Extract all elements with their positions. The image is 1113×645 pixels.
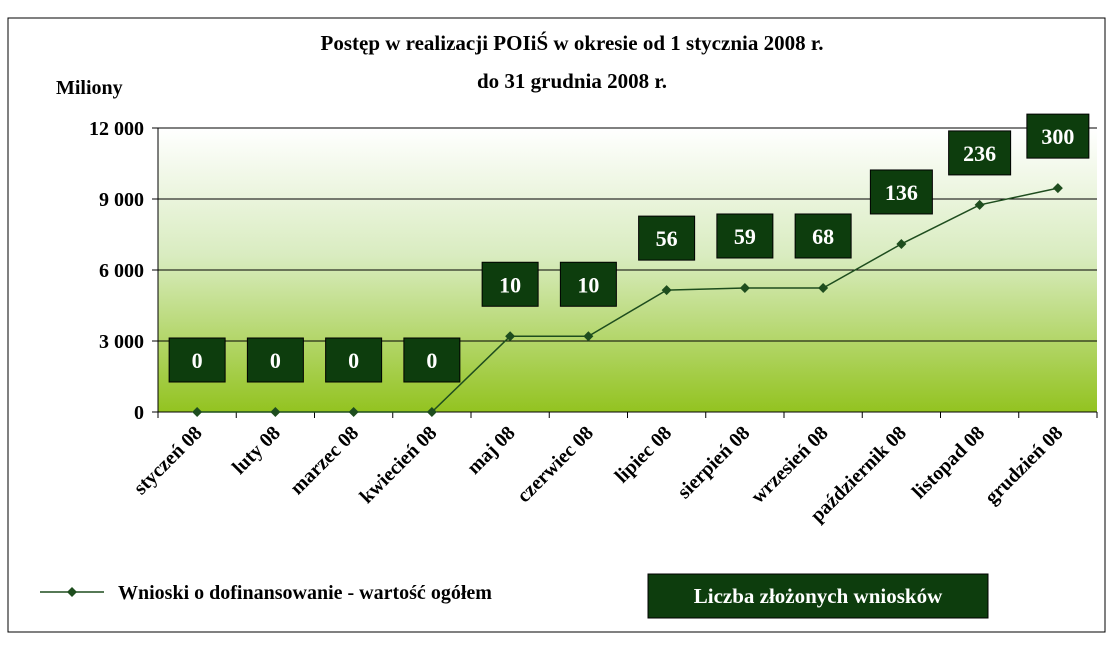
count-label: 59 <box>734 224 756 249</box>
line-marker <box>583 331 594 342</box>
line-marker <box>426 407 437 417</box>
count-box-bg <box>403 337 461 383</box>
count-label: 0 <box>348 348 359 373</box>
line-marker <box>739 282 750 293</box>
count-box-bg <box>794 213 852 259</box>
count-box-bg <box>948 130 1012 176</box>
count-box: 10 <box>559 261 617 307</box>
count-label: 56 <box>656 226 678 251</box>
count-label: 0 <box>426 348 437 373</box>
y-tick-label: 12 000 <box>89 118 144 140</box>
count-box-bg <box>638 215 696 261</box>
legend-label: Wnioski o dofinansowanie - wartość ogółe… <box>118 582 492 604</box>
count-box: 0 <box>325 337 383 383</box>
count-label: 300 <box>1041 124 1074 149</box>
count-box: 68 <box>794 213 852 259</box>
count-box: 136 <box>869 169 933 215</box>
count-label: 68 <box>812 224 834 249</box>
line-marker <box>505 331 516 342</box>
count-label: 136 <box>885 180 918 205</box>
count-box-bg <box>325 337 383 383</box>
line-marker <box>896 238 907 249</box>
line-marker <box>818 282 829 293</box>
count-box: 236 <box>948 130 1012 176</box>
line-marker <box>192 407 203 417</box>
y-tick-label: 3 000 <box>99 331 144 353</box>
y-axis-label: Miliony <box>56 77 123 99</box>
line-marker <box>661 285 672 296</box>
line-marker <box>348 407 359 417</box>
chart-title: Postęp w realizacji POIiŚ w okresie od 1… <box>321 31 824 55</box>
legend-box <box>647 573 989 619</box>
count-box: 0 <box>168 337 226 383</box>
y-tick-label: 9 000 <box>99 189 144 211</box>
line-marker <box>974 199 985 210</box>
count-box-bg <box>716 213 774 259</box>
legend-marker <box>67 587 77 597</box>
count-box: 10 <box>481 261 539 307</box>
line-marker <box>270 407 281 417</box>
count-box: 56 <box>638 215 696 261</box>
count-box: 300 <box>1026 113 1090 159</box>
count-label: 10 <box>577 272 599 297</box>
y-tick-label: 0 <box>134 402 144 424</box>
count-box-bg <box>869 169 933 215</box>
count-box: 0 <box>246 337 304 383</box>
legend-label: Liczba złożonych wniosków <box>694 584 943 608</box>
line-series <box>197 187 1059 413</box>
count-box-bg <box>481 261 539 307</box>
count-label: 0 <box>270 348 281 373</box>
chart-title: do 31 grudnia 2008 r. <box>477 69 667 93</box>
count-box: 59 <box>716 213 774 259</box>
count-box-bg <box>559 261 617 307</box>
count-label: 10 <box>499 272 521 297</box>
y-tick-label: 6 000 <box>99 260 144 282</box>
count-label: 0 <box>192 348 203 373</box>
count-box-bg <box>246 337 304 383</box>
count-box-bg <box>168 337 226 383</box>
count-label: 236 <box>963 141 996 166</box>
count-box-bg <box>1026 113 1090 159</box>
line-marker <box>1052 183 1063 194</box>
count-box: 0 <box>403 337 461 383</box>
